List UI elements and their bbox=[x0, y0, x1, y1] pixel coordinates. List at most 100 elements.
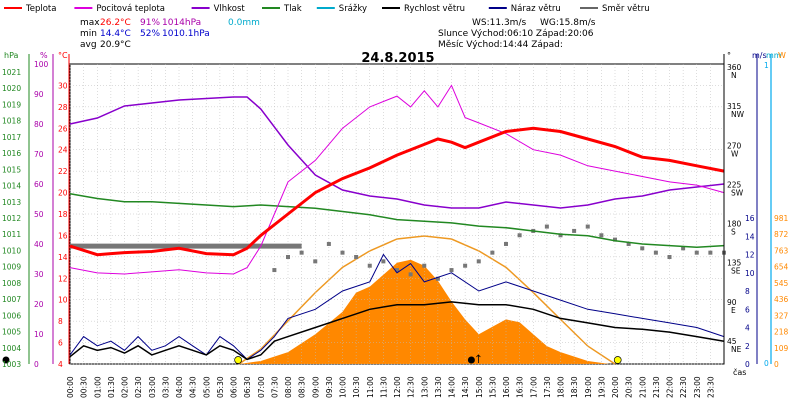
ms-tick-label: 2 bbox=[745, 342, 750, 351]
stats-max-label: max bbox=[80, 18, 100, 28]
stats-max-hum: 91% bbox=[140, 18, 160, 28]
time-tick-label: 18:30 bbox=[570, 376, 579, 398]
stats-avg-label: avg bbox=[80, 40, 97, 50]
legend-label: Náraz větru bbox=[511, 4, 561, 14]
dir-tick-label: 90 bbox=[727, 298, 737, 307]
sunrise-icon bbox=[234, 356, 242, 364]
wind-dir-point bbox=[395, 268, 399, 273]
wind-dir-point bbox=[626, 241, 631, 246]
pct-tick-label: 20 bbox=[34, 300, 44, 309]
wind-speed-line bbox=[69, 301, 725, 361]
axis-unit-pct: % bbox=[40, 51, 48, 60]
wind-wg: WG:15.8m/s bbox=[540, 18, 596, 28]
time-tick-label: 04:30 bbox=[189, 376, 198, 398]
wind-dir-point bbox=[299, 250, 304, 255]
wind-dir-point bbox=[490, 250, 495, 255]
time-tick-label: 05:00 bbox=[202, 376, 211, 398]
wind-dir-point bbox=[572, 228, 577, 233]
pct-tick-label: 70 bbox=[34, 150, 44, 159]
time-tick-label: 19:00 bbox=[584, 376, 593, 398]
time-tick-label: 04:00 bbox=[175, 376, 184, 398]
axis-unit-w: W bbox=[778, 51, 786, 60]
time-tick-label: 09:00 bbox=[311, 376, 320, 398]
pct-tick-label: 30 bbox=[34, 270, 44, 279]
wind-dir-point bbox=[476, 259, 481, 264]
wind-dir-point bbox=[354, 255, 359, 260]
wind-dir-point bbox=[640, 246, 645, 251]
stats-avg-temp: 20.9°C bbox=[100, 40, 131, 50]
time-tick-label: 23:00 bbox=[693, 376, 702, 398]
feels-like-line bbox=[69, 84, 725, 275]
dir-tick-label: NE bbox=[731, 345, 742, 354]
time-tick-label: 11:30 bbox=[379, 376, 388, 398]
w-tick-label: 0 bbox=[774, 360, 779, 369]
sun-times: Slunce Východ:06:10 Západ:20:06 bbox=[438, 29, 594, 39]
degc-tick-label: 16 bbox=[58, 231, 68, 240]
hpa-tick-label: 1021 bbox=[2, 68, 21, 77]
wind-dir-point bbox=[558, 233, 563, 238]
hpa-tick-label: 1009 bbox=[2, 263, 21, 272]
wind-dir-point bbox=[326, 241, 331, 246]
wind-gust-line bbox=[69, 253, 725, 361]
stats-min-label: min bbox=[80, 29, 97, 39]
dir-tick-label: N bbox=[731, 71, 737, 80]
axis-unit-mm: mm bbox=[766, 51, 782, 60]
hpa-tick-label: 1014 bbox=[2, 182, 21, 191]
dir-tick-label: 270 bbox=[727, 141, 742, 150]
pressure-line bbox=[69, 192, 725, 248]
hpa-tick-label: 1004 bbox=[2, 344, 21, 353]
time-tick-label: 07:00 bbox=[257, 376, 266, 398]
degc-tick-label: 8 bbox=[58, 317, 63, 326]
hpa-tick-label: 1016 bbox=[2, 149, 21, 158]
ms-tick-label: 10 bbox=[745, 269, 755, 278]
axis-unit-ms: m/s bbox=[752, 51, 767, 60]
time-tick-label: 16:30 bbox=[516, 376, 525, 398]
time-tick-label: 17:00 bbox=[529, 376, 538, 398]
hpa-tick-label: 1008 bbox=[2, 279, 21, 288]
axis-unit-degc: °C bbox=[58, 51, 68, 60]
moonrise-icon bbox=[467, 356, 475, 364]
time-tick-label: 19:30 bbox=[597, 376, 606, 398]
legend-label: Srážky bbox=[339, 4, 367, 14]
dir-tick-label: 180 bbox=[727, 220, 742, 229]
dir-tick-label: W bbox=[731, 149, 739, 158]
wind-dir-point bbox=[667, 255, 672, 260]
wind-dir-point bbox=[613, 237, 617, 242]
moon-phase-icon bbox=[2, 356, 10, 364]
hpa-tick-label: 1020 bbox=[2, 84, 21, 93]
hpa-tick-label: 1017 bbox=[2, 133, 21, 142]
time-tick-label: 16:00 bbox=[502, 376, 511, 398]
humidity-line bbox=[69, 96, 725, 209]
degc-tick-label: 30 bbox=[58, 81, 68, 90]
sunset-icon bbox=[613, 356, 622, 364]
hpa-tick-label: 1018 bbox=[2, 117, 21, 126]
time-tick-label: 22:00 bbox=[666, 376, 675, 398]
time-tick-label: 17:30 bbox=[543, 376, 552, 398]
degc-tick-label: 22 bbox=[58, 167, 68, 176]
degc-tick-label: 6 bbox=[58, 339, 63, 348]
time-tick-label: 07:30 bbox=[270, 376, 279, 398]
time-tick-label: 21:00 bbox=[638, 376, 647, 398]
degc-tick-label: 24 bbox=[58, 146, 68, 155]
wind-dir-point bbox=[653, 250, 658, 255]
w-tick-label: 218 bbox=[774, 328, 789, 337]
mm-tick-label: 0 bbox=[764, 359, 769, 368]
hpa-tick-label: 1011 bbox=[2, 230, 21, 239]
time-tick-label: 23:30 bbox=[706, 376, 715, 398]
wind-dir-point bbox=[367, 263, 372, 268]
wind-dir-point bbox=[408, 272, 413, 277]
ms-tick-label: 8 bbox=[745, 287, 750, 296]
w-tick-label: 654 bbox=[774, 263, 789, 272]
dir-tick-label: SW bbox=[731, 188, 744, 197]
time-tick-label: 15:30 bbox=[488, 376, 497, 398]
wind-dir-point bbox=[422, 263, 427, 268]
degc-tick-label: 14 bbox=[58, 253, 68, 262]
legend-label: Tlak bbox=[283, 4, 302, 14]
pct-tick-label: 50 bbox=[34, 210, 44, 219]
ms-tick-label: 6 bbox=[745, 305, 750, 314]
pct-tick-label: 40 bbox=[34, 240, 44, 249]
time-tick-label: 14:30 bbox=[461, 376, 470, 398]
w-tick-label: 436 bbox=[774, 295, 789, 304]
stats-min-press: 1010.1hPa bbox=[162, 29, 210, 39]
solar-area bbox=[238, 259, 610, 364]
